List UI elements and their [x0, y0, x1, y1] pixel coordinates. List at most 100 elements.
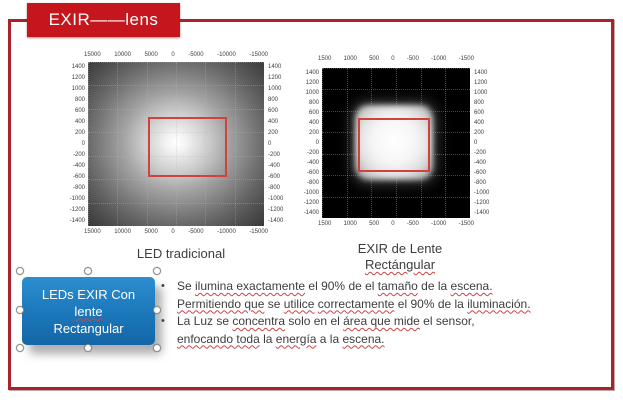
- tick-label: -1500: [458, 56, 474, 62]
- tick-label: 800: [74, 97, 85, 103]
- tick-label: 800: [474, 100, 485, 106]
- tick-label: 1000: [71, 86, 85, 92]
- tick-label: 1000: [305, 90, 319, 96]
- tick-label: 1500: [318, 221, 332, 227]
- tick-label: 400: [308, 120, 319, 126]
- tick-label: -10000: [217, 52, 236, 58]
- tick-label: -400: [268, 163, 281, 169]
- circular-hotspot: [88, 62, 264, 226]
- tick-label: -1200: [303, 200, 319, 206]
- tick-label: 1000: [343, 56, 357, 62]
- tick-label: 1200: [305, 80, 319, 86]
- x-axis-ticks-bottom: 15000 10000 5000 0 -5000 -10000 -15000: [84, 229, 268, 235]
- tick-label: -400: [474, 160, 487, 166]
- tick-label: -1000: [69, 196, 85, 202]
- tick-label: -600: [72, 174, 85, 180]
- y-axis-ticks-right: 1400 1200 1000 800 600 400 200 0 -200 -400 -600 -80…: [267, 64, 295, 224]
- tick-label: -1500: [458, 221, 474, 227]
- tick-label: -5000: [188, 229, 204, 235]
- tick-label: -1200: [474, 200, 490, 206]
- tick-label: 1500: [318, 56, 332, 62]
- tick-label: 800: [308, 100, 319, 106]
- tick-label: -500: [406, 221, 419, 227]
- tick-label: 1200: [268, 75, 282, 81]
- tick-label: -800: [306, 180, 319, 186]
- tick-label: 500: [369, 56, 380, 62]
- selection-handle-bottom-right[interactable]: [153, 344, 161, 352]
- tick-label: 0: [391, 221, 395, 227]
- tick-label: -15000: [249, 52, 268, 58]
- tick-label: 10000: [114, 52, 131, 58]
- heatmap-plot-area: [322, 68, 470, 218]
- blue-callout-shape[interactable]: LEDs EXIR Con lente Rectangular: [22, 277, 155, 345]
- tick-label: 200: [74, 130, 85, 136]
- tick-label: 600: [268, 108, 279, 114]
- x-axis-ticks-top: 1500 1000 500 0 -500 -1000 -1500: [318, 56, 474, 62]
- selection-handle-top-mid[interactable]: [84, 267, 92, 275]
- tick-label: 0: [315, 140, 319, 146]
- tick-label: 400: [268, 119, 279, 125]
- tick-label: 800: [268, 97, 279, 103]
- tick-label: 200: [308, 130, 319, 136]
- tick-label: 500: [369, 221, 380, 227]
- chart-caption-left: LED tradicional: [136, 246, 226, 261]
- tick-label: 0: [171, 52, 175, 58]
- tick-label: -600: [306, 170, 319, 176]
- tick-label: 1400: [268, 64, 282, 70]
- tick-label: -15000: [249, 229, 268, 235]
- tick-label: 5000: [144, 52, 158, 58]
- tick-label: 5000: [144, 229, 158, 235]
- tick-label: -5000: [188, 52, 204, 58]
- tick-label: 0: [81, 141, 85, 147]
- selection-handle-top-right[interactable]: [153, 267, 161, 275]
- selection-handle-bottom-left[interactable]: [16, 344, 24, 352]
- tick-label: 1000: [343, 221, 357, 227]
- tick-label: -800: [72, 185, 85, 191]
- tick-label: 1000: [268, 86, 282, 92]
- tick-label: -800: [474, 180, 487, 186]
- tick-label: 200: [474, 130, 485, 136]
- tick-label: 0: [171, 229, 175, 235]
- tick-label: -1000: [431, 221, 447, 227]
- tick-label: 1400: [71, 64, 85, 70]
- caption-line-1: EXIR de Lente: [357, 241, 443, 256]
- chart-caption-right: EXIR de Lente Rectángular: [328, 241, 472, 273]
- tick-label: -1200: [69, 207, 85, 213]
- selection-handle-mid-right[interactable]: [153, 306, 161, 314]
- bullet-list[interactable]: Se ilumina exactamente el 90% de el tama…: [158, 278, 562, 348]
- tick-label: -1000: [268, 196, 284, 202]
- tick-label: -200: [474, 150, 487, 156]
- tick-label: -200: [306, 150, 319, 156]
- tick-label: -600: [474, 170, 487, 176]
- tick-label: 1200: [71, 75, 85, 81]
- tick-label: 1200: [474, 80, 488, 86]
- tick-label: -1000: [431, 56, 447, 62]
- tick-label: 200: [268, 130, 279, 136]
- tick-label: -200: [72, 152, 85, 158]
- red-roi-box: [358, 118, 430, 172]
- tick-label: 400: [74, 119, 85, 125]
- slide-border: [8, 19, 614, 390]
- tick-label: 600: [74, 108, 85, 114]
- y-axis-ticks-left: 1400 1200 1000 800 600 400 200 0 -200 -400 -600 -80…: [294, 70, 321, 216]
- caption-line-2: Rectángular: [364, 257, 436, 272]
- tick-label: 10000: [114, 229, 131, 235]
- tick-label: -1400: [474, 210, 490, 216]
- tick-label: 1000: [474, 90, 488, 96]
- selection-handle-bottom-mid[interactable]: [84, 344, 92, 352]
- tick-label: -1400: [69, 218, 85, 224]
- heatmap-plot-area: [88, 62, 264, 226]
- y-axis-ticks-left: 1400 1200 1000 800 600 400 200 0 -200 -400 -600 -80…: [58, 64, 87, 224]
- tick-label: 15000: [84, 229, 101, 235]
- selection-handle-top-left[interactable]: [16, 267, 24, 275]
- x-axis-ticks-top: 15000 10000 5000 0 -5000 -10000 -15000: [84, 52, 268, 58]
- tick-label: -1000: [474, 190, 490, 196]
- tick-label: -400: [72, 163, 85, 169]
- page-title: EXIR——lens: [48, 10, 159, 29]
- tick-label: 0: [474, 140, 478, 146]
- tick-label: -800: [268, 185, 281, 191]
- tick-label: -1400: [303, 210, 319, 216]
- tick-label: 1400: [305, 70, 319, 76]
- tick-label: -200: [268, 152, 281, 158]
- selection-handle-mid-left[interactable]: [16, 306, 24, 314]
